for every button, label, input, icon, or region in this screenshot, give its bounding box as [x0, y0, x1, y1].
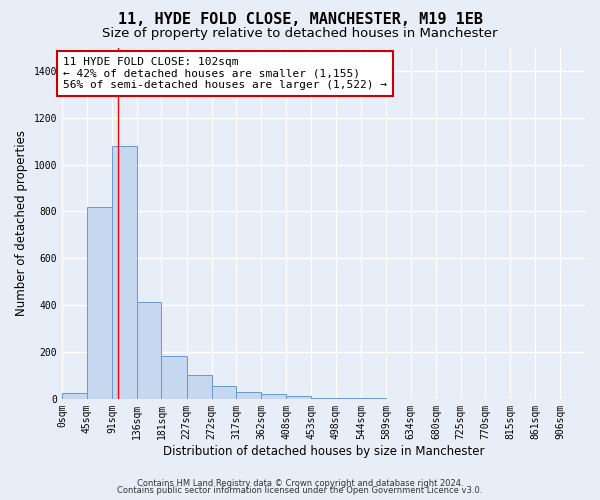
- Text: Size of property relative to detached houses in Manchester: Size of property relative to detached ho…: [102, 28, 498, 40]
- Bar: [236, 392, 261, 399]
- Text: 11, HYDE FOLD CLOSE, MANCHESTER, M19 1EB: 11, HYDE FOLD CLOSE, MANCHESTER, M19 1EB: [118, 12, 482, 28]
- Bar: [161, 356, 187, 399]
- Bar: [62, 393, 86, 399]
- Text: Contains public sector information licensed under the Open Government Licence v3: Contains public sector information licen…: [118, 486, 482, 495]
- Bar: [311, 398, 336, 399]
- Bar: [212, 386, 236, 399]
- Text: Contains HM Land Registry data © Crown copyright and database right 2024.: Contains HM Land Registry data © Crown c…: [137, 478, 463, 488]
- Y-axis label: Number of detached properties: Number of detached properties: [15, 130, 28, 316]
- Bar: [261, 394, 286, 399]
- Bar: [137, 302, 161, 399]
- X-axis label: Distribution of detached houses by size in Manchester: Distribution of detached houses by size …: [163, 444, 484, 458]
- Bar: [286, 396, 311, 399]
- Bar: [112, 146, 137, 399]
- Bar: [86, 207, 112, 399]
- Bar: [336, 398, 361, 399]
- Text: 11 HYDE FOLD CLOSE: 102sqm
← 42% of detached houses are smaller (1,155)
56% of s: 11 HYDE FOLD CLOSE: 102sqm ← 42% of deta…: [63, 57, 387, 90]
- Bar: [187, 376, 212, 399]
